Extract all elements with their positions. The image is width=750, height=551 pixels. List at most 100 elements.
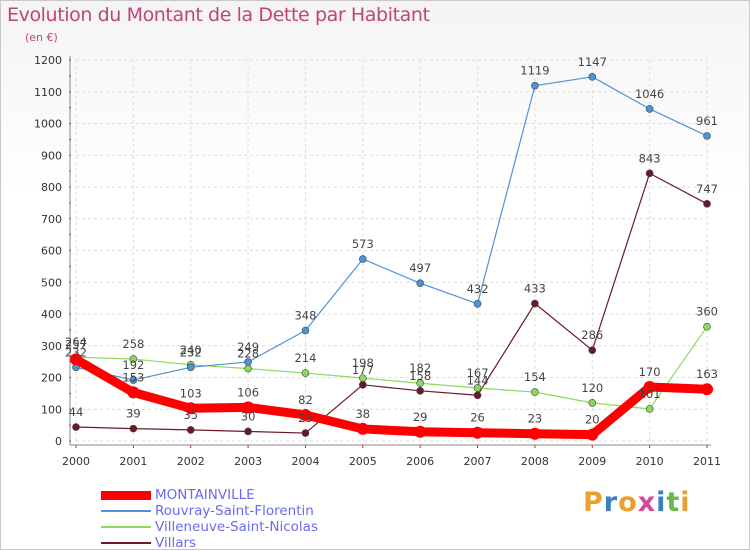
data-label: 35 <box>183 408 198 422</box>
data-label: 198 <box>352 356 374 370</box>
grid-lines <box>75 59 708 442</box>
logo-letter: t <box>666 487 681 518</box>
data-label: 154 <box>524 370 546 384</box>
data-point <box>645 105 654 113</box>
proxiti-logo: Proxiti <box>583 487 691 518</box>
y-tick-label: 300 <box>41 340 62 353</box>
data-label: 348 <box>294 309 316 323</box>
legend-label: Rouvray-Saint-Florentin <box>155 503 314 519</box>
series-villars <box>72 169 711 437</box>
y-tick-label: 700 <box>41 213 62 226</box>
data-label: 29 <box>413 410 428 424</box>
legend-label: Villeneuve-Saint-Nicolas <box>155 519 318 535</box>
data-label: 23 <box>528 412 543 426</box>
data-point <box>416 279 424 288</box>
data-point <box>242 401 255 414</box>
data-point <box>588 399 597 407</box>
data-point <box>356 422 369 435</box>
data-point <box>129 355 138 363</box>
data-label: 82 <box>298 393 313 407</box>
axes: 0 100 200 300 400 500 600 700 800 900 1000 1100 1200… <box>34 54 721 468</box>
data-point <box>359 381 367 389</box>
data-point <box>473 391 482 400</box>
data-point <box>473 384 482 392</box>
data-label: 228 <box>237 347 259 361</box>
data-point <box>72 423 80 431</box>
data-point <box>701 383 713 396</box>
data-point <box>703 322 711 331</box>
data-label: 1147 <box>578 55 607 69</box>
data-label: 163 <box>696 367 718 381</box>
data-label: 120 <box>581 381 603 395</box>
series-montainville <box>70 353 713 441</box>
data-label: 497 <box>409 261 431 275</box>
data-point <box>299 408 312 421</box>
data-point <box>416 387 424 395</box>
data-point <box>645 169 654 178</box>
data-point <box>703 132 711 140</box>
data-label: 177 <box>352 363 374 377</box>
data-point <box>586 428 599 441</box>
series-line <box>75 76 708 381</box>
data-label: 30 <box>241 409 256 423</box>
data-point <box>588 73 597 81</box>
x-tick-label: 2003 <box>234 455 262 468</box>
data-label: 286 <box>581 328 603 342</box>
legend-label: Villars <box>155 535 197 551</box>
data-point <box>703 200 711 208</box>
data-label: 843 <box>639 151 661 165</box>
data-label: 170 <box>639 365 661 379</box>
series-line <box>75 172 708 434</box>
y-tick-label: 200 <box>41 372 62 385</box>
data-label: 158 <box>409 369 431 383</box>
y-tick-label: 600 <box>41 245 62 258</box>
data-point <box>244 364 252 373</box>
y-tick-label: 400 <box>41 308 62 321</box>
logo-letter: i <box>656 487 667 518</box>
data-point <box>301 429 310 437</box>
legend-label: MONTAINVILLE <box>155 487 255 503</box>
data-label: 249 <box>237 340 259 354</box>
series-layer <box>70 73 713 441</box>
x-tick-label: 2006 <box>406 455 434 468</box>
legend-swatch <box>101 526 151 528</box>
y-tick-label: 900 <box>41 149 62 162</box>
data-point <box>528 427 541 440</box>
data-label: 240 <box>180 343 202 357</box>
x-tick-label: 2002 <box>177 455 205 468</box>
data-point <box>70 353 82 366</box>
x-tick-label: 2001 <box>119 455 147 468</box>
x-tick-label: 2004 <box>291 455 319 468</box>
data-label: 182 <box>409 361 431 375</box>
data-label: 264 <box>65 335 87 349</box>
legend-swatch <box>101 510 151 512</box>
data-label: 153 <box>122 370 144 384</box>
data-label: 25 <box>298 411 313 425</box>
data-point <box>359 255 367 263</box>
x-tick-label: 2005 <box>349 455 377 468</box>
x-tick-label: 2008 <box>521 455 549 468</box>
data-point <box>359 374 367 382</box>
y-tick-label: 500 <box>41 276 62 289</box>
data-label: 1046 <box>635 87 664 101</box>
data-label: 232 <box>180 345 202 359</box>
logo-letter: i <box>680 487 691 518</box>
x-tick-label: 2011 <box>693 455 721 468</box>
data-label: 144 <box>467 373 489 387</box>
legend-swatch <box>101 490 151 500</box>
data-label: 232 <box>65 345 87 359</box>
x-tick-label: 2007 <box>464 455 492 468</box>
data-label: 44 <box>69 405 84 419</box>
y-tick-label: 0 <box>55 435 62 448</box>
data-label: 38 <box>355 407 370 421</box>
data-point <box>301 326 310 335</box>
data-label: 167 <box>467 366 489 380</box>
y-tick-label: 1100 <box>34 86 62 99</box>
series-line <box>75 326 708 410</box>
data-label: 101 <box>639 387 661 401</box>
data-label: 961 <box>696 114 718 128</box>
x-tick-label: 2000 <box>62 455 90 468</box>
logo-letter: P <box>583 487 604 518</box>
